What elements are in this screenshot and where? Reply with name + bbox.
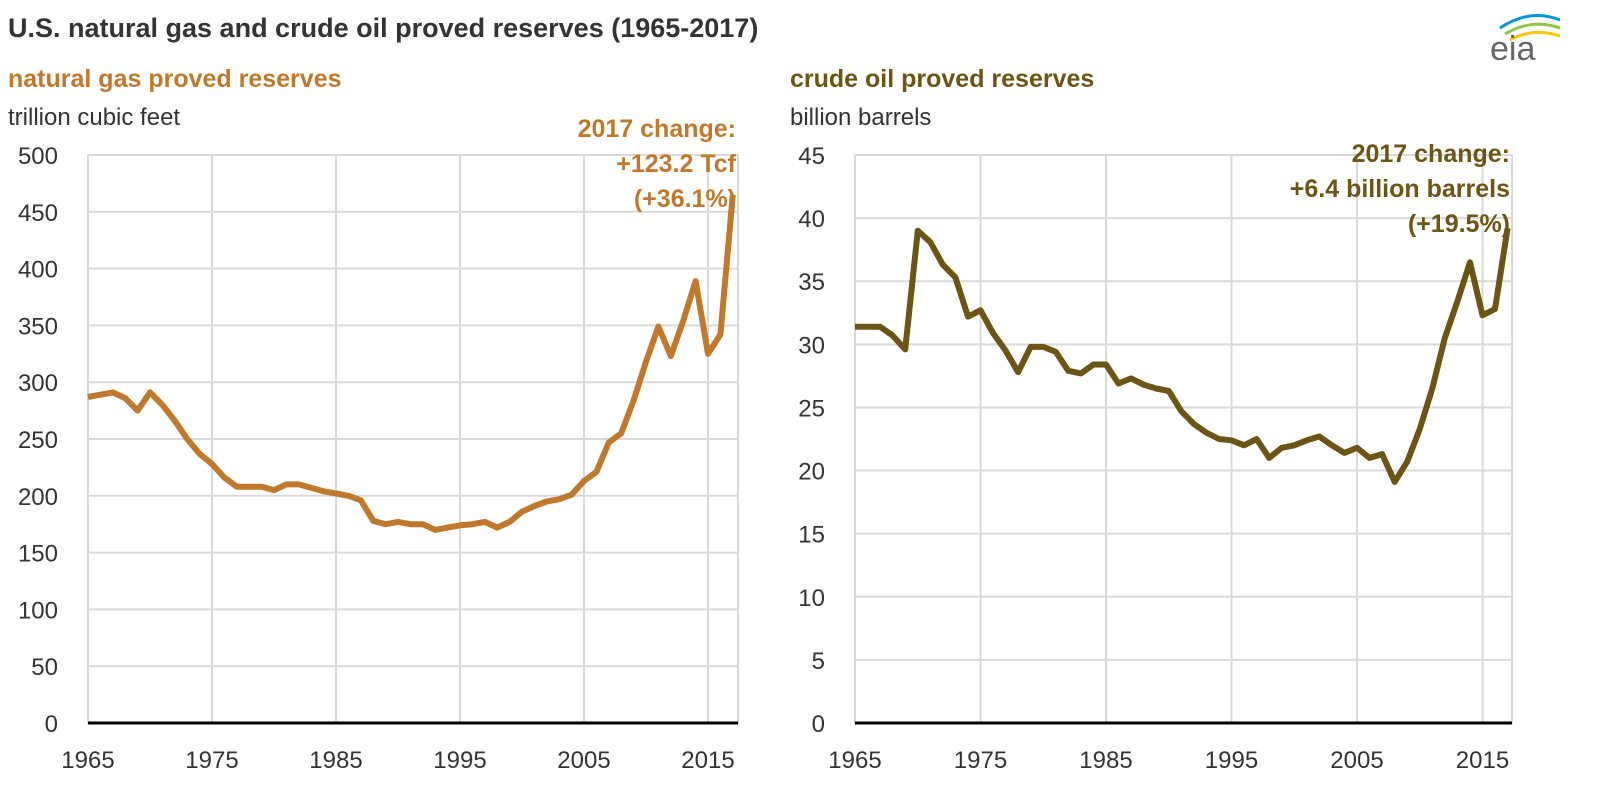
y-tick-label: 25 [798,395,825,422]
y-tick-label: 20 [798,459,825,486]
y-tick-label: 15 [798,522,825,549]
y-axis-label: billion barrels [790,104,931,131]
oil-panel: crude oil proved reserves billion barrels… [790,65,1513,774]
y-tick-label: 250 [18,427,58,454]
y-tick-label: 450 [18,200,58,227]
y-tick-label: 40 [798,206,825,233]
eia-logo: eia [1490,14,1561,68]
annotation-line: +6.4 billion barrels [1290,175,1510,203]
y-tick-label: 100 [18,597,58,624]
y-tick-label: 45 [798,143,825,170]
y-tick-label: 50 [31,654,58,681]
x-tick-label: 1985 [309,747,362,774]
chart-title: U.S. natural gas and crude oil proved re… [8,13,758,43]
series-line [87,194,736,533]
y-tick-label: 350 [18,313,58,340]
x-tick-label: 1995 [1205,747,1258,774]
x-tick-label: 2015 [1456,747,1509,774]
annotation-line: 2017 change: [578,115,736,143]
gas-panel: natural gas proved reserves trillion cubi… [8,65,739,774]
annotation-line: (+36.1%) [634,185,736,213]
x-tick-label: 1975 [185,747,238,774]
y-tick-label: 35 [798,269,825,296]
y-tick-label: 30 [798,332,825,359]
annotation-line: 2017 change: [1352,140,1510,168]
x-tick-label: 1995 [433,747,486,774]
logo-text: eia [1490,30,1535,68]
y-tick-label: 150 [18,541,58,568]
x-tick-label: 1965 [828,747,881,774]
y-tick-label: 300 [18,370,58,397]
series-line [855,227,1511,485]
y-tick-label: 5 [812,648,825,675]
y-axis-label: trillion cubic feet [8,104,180,131]
y-tick-label: 500 [18,143,58,170]
x-tick-label: 2005 [1330,747,1383,774]
annotation-line: (+19.5%) [1408,210,1510,238]
x-tick-label: 1965 [61,747,114,774]
y-tick-label: 0 [45,711,58,738]
panel-title: natural gas proved reserves [8,65,342,93]
y-tick-label: 10 [798,585,825,612]
x-tick-label: 2005 [557,747,610,774]
annotation-line: +123.2 Tcf [616,150,736,178]
x-tick-label: 1985 [1079,747,1132,774]
y-tick-label: 0 [812,711,825,738]
y-tick-label: 400 [18,257,58,284]
y-tick-label: 200 [18,484,58,511]
x-tick-label: 2015 [681,747,734,774]
panel-title: crude oil proved reserves [790,65,1094,93]
x-tick-label: 1975 [954,747,1007,774]
